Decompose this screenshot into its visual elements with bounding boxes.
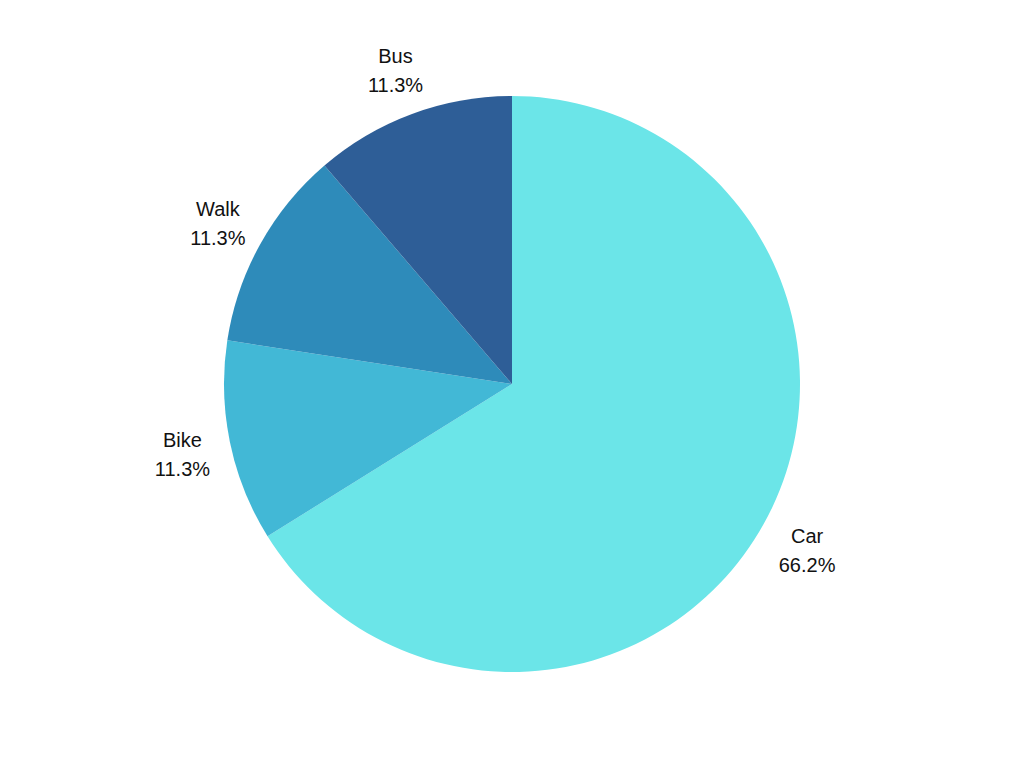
- svg-text:Bus11.3%: Bus11.3%: [368, 45, 423, 96]
- svg-text:Walk11.3%: Walk11.3%: [190, 198, 245, 249]
- svg-text:Car66.2%: Car66.2%: [779, 525, 836, 576]
- svg-text:Bike11.3%: Bike11.3%: [155, 429, 210, 480]
